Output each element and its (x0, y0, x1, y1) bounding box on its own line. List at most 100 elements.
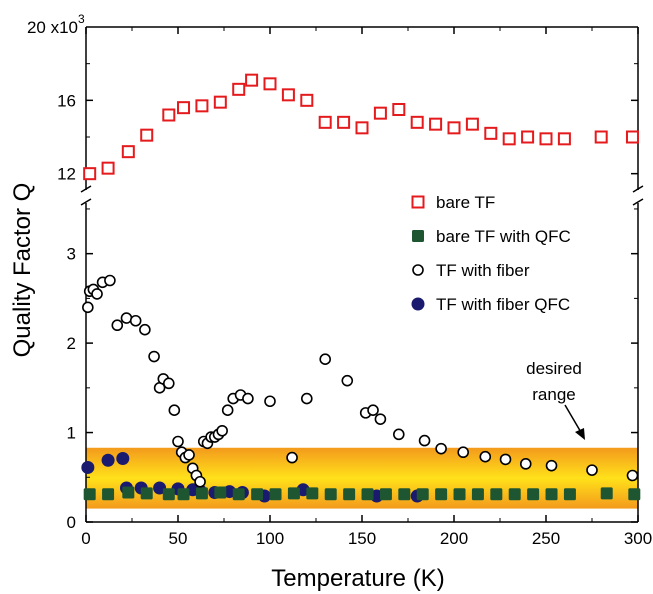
data-point (490, 488, 503, 501)
data-point (177, 101, 191, 115)
y-tick-label-top: 20 x10 (27, 18, 78, 37)
x-tick-label: 100 (256, 529, 284, 548)
data-point (471, 488, 484, 501)
data-point (168, 404, 181, 416)
y-tick-label: 0 (67, 513, 76, 532)
data-point (545, 459, 558, 472)
x-tick-label: 300 (624, 529, 652, 548)
data-point (527, 488, 540, 501)
y-axis-title: Quality Factor Q (9, 183, 36, 358)
data-point (116, 451, 130, 465)
data-point (139, 323, 151, 336)
data-point (102, 488, 115, 501)
data-point (140, 487, 153, 500)
legend-marker (411, 297, 425, 311)
data-point (502, 132, 516, 146)
data-point (91, 288, 103, 300)
data-point (343, 488, 356, 501)
data-points (81, 73, 641, 503)
x-tick-label: 150 (348, 529, 376, 548)
y-tick-label: 12 (57, 165, 76, 184)
data-point (392, 103, 406, 116)
data-point (361, 488, 374, 501)
data-point (337, 115, 351, 129)
x-tick-label: 50 (169, 529, 188, 548)
data-point (457, 446, 470, 459)
data-point (269, 488, 282, 501)
data-point (306, 487, 319, 500)
data-point (557, 132, 571, 146)
data-point (287, 487, 300, 500)
data-point (447, 121, 461, 135)
legend-label: bare TF with QFC (436, 227, 571, 246)
data-point (429, 117, 443, 131)
x-tick-label: 250 (532, 529, 560, 548)
data-point (216, 424, 228, 437)
data-point (484, 126, 498, 140)
data-point (129, 314, 142, 327)
x-tick-label: 200 (440, 529, 468, 548)
data-point (101, 161, 115, 175)
break-mark-right (632, 185, 644, 206)
data-point (242, 392, 254, 405)
data-point (379, 488, 392, 501)
data-point (392, 428, 405, 441)
data-point (508, 488, 521, 501)
legend-marker (412, 230, 424, 242)
data-point (82, 301, 94, 314)
data-point (594, 130, 608, 144)
data-point (264, 395, 276, 408)
data-point (245, 73, 259, 87)
data-point (140, 128, 154, 142)
series-bare-tf-with-qfc (83, 486, 641, 501)
data-point (479, 450, 492, 463)
x-axis-ticks: 0 50 100 150 200 250 300 (81, 27, 652, 548)
data-point (195, 487, 208, 500)
data-point (286, 451, 298, 464)
legend-label: TF with fiber QFC (436, 295, 570, 314)
data-point (374, 413, 387, 425)
series-bare-tf (83, 73, 639, 181)
annotation-arrow (564, 404, 585, 440)
series-tf-with-fiber (82, 274, 639, 488)
x-axis-title: Temperature (K) (271, 565, 444, 592)
data-point (521, 130, 535, 144)
data-point (232, 82, 246, 96)
data-point (83, 167, 97, 181)
data-point (101, 453, 115, 467)
data-point (221, 404, 234, 416)
data-point (300, 392, 313, 405)
data-point (398, 488, 411, 501)
data-point (586, 464, 598, 476)
data-point (263, 77, 277, 91)
annotation-line-1: desired (526, 359, 582, 378)
data-point (232, 488, 245, 501)
y-tick-exponent: 3 (78, 12, 85, 26)
y-tick-label: 16 (57, 91, 76, 110)
y-tick-label: 1 (67, 424, 76, 443)
data-point (104, 274, 116, 287)
legend-label: TF with fiber (436, 261, 530, 280)
data-point (318, 115, 332, 129)
data-point (539, 132, 553, 146)
data-point (111, 319, 124, 332)
legend-label: bare TF (436, 193, 495, 212)
data-point (519, 458, 532, 470)
data-point (183, 449, 195, 461)
data-point (324, 488, 337, 501)
data-point (177, 488, 190, 501)
data-point (435, 442, 447, 455)
y-tick-label: 2 (67, 334, 76, 353)
data-point (214, 486, 227, 499)
plot-frame (85, 26, 639, 523)
data-point (545, 488, 558, 501)
data-point (563, 488, 576, 501)
data-point (162, 488, 175, 501)
data-point (163, 377, 175, 390)
data-point (300, 93, 314, 107)
data-point (162, 108, 176, 122)
data-point (83, 488, 96, 501)
legend: bare TF bare TF with QFC TF with fiber TF w… (411, 193, 571, 314)
data-point (251, 488, 264, 501)
